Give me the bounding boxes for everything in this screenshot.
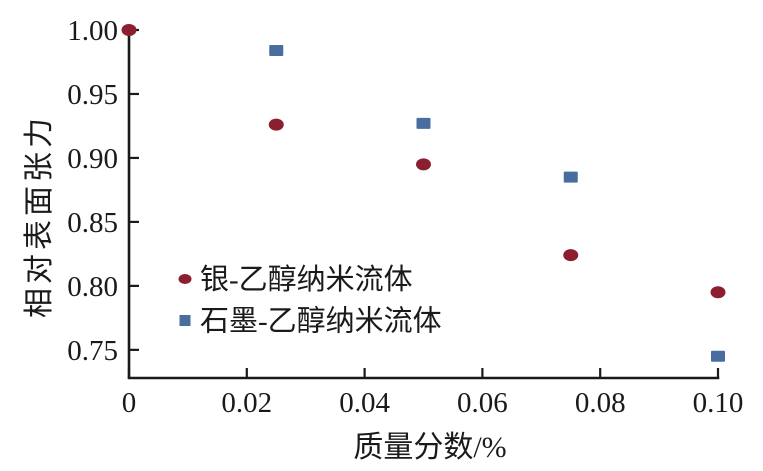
y-tick-label: 0.80 xyxy=(67,271,118,303)
x-tick-label: 0.06 xyxy=(457,387,508,419)
legend-marker-graphite-ethanol xyxy=(179,315,191,326)
x-tick-label: 0.10 xyxy=(693,387,744,419)
x-tick-label: 0.04 xyxy=(339,387,390,419)
data-point-silver-ethanol xyxy=(710,286,726,299)
data-point-silver-ethanol xyxy=(268,118,284,131)
legend-label-graphite-ethanol: 石墨-乙醇纳米流体 xyxy=(200,305,442,338)
x-tick-label: 0.02 xyxy=(221,387,272,419)
legend-label-silver-ethanol: 银-乙醇纳米流体 xyxy=(200,263,413,296)
y-tick-label: 0.75 xyxy=(67,335,118,367)
data-point-graphite-ethanol xyxy=(416,117,431,129)
data-point-graphite-ethanol xyxy=(269,44,284,56)
data-point-silver-ethanol xyxy=(121,24,137,36)
y-tick-label: 0.90 xyxy=(67,143,118,175)
data-point-graphite-ethanol xyxy=(711,350,725,362)
y-tick-label: 1.00 xyxy=(67,15,118,47)
data-point-silver-ethanol xyxy=(563,249,579,262)
data-point-graphite-ethanol xyxy=(563,171,578,183)
x-tick-label: 0.08 xyxy=(575,387,626,419)
x-axis-title: 质量分数/% xyxy=(353,431,507,464)
legend-marker-silver-ethanol xyxy=(178,274,192,284)
y-axis-title: 相对表面张力 xyxy=(23,114,56,318)
y-tick-label: 0.85 xyxy=(67,207,118,239)
y-tick-label: 0.95 xyxy=(67,79,118,111)
data-point-silver-ethanol xyxy=(416,158,431,171)
x-tick-label: 0 xyxy=(122,387,137,419)
